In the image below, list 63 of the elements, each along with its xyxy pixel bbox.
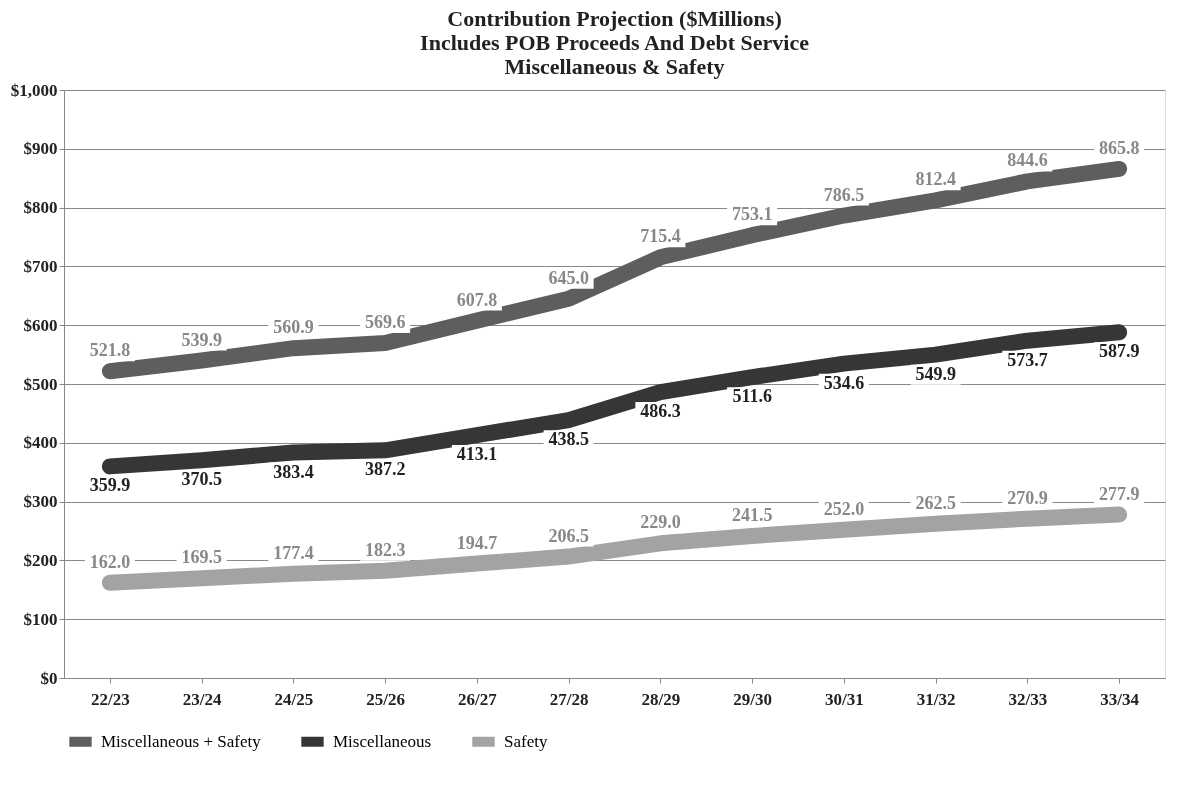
data-label: 177.4	[273, 542, 314, 563]
data-label: 162.0	[89, 551, 131, 572]
y-tick-label: $1,000	[10, 80, 58, 100]
x-tick-label: 33/34	[1100, 689, 1140, 709]
data-label: 252.0	[823, 498, 865, 519]
chart-title: Contribution Projection ($Millions) Includes POB Proceeds And Debt Service Miscellaneous & Safety	[420, 6, 810, 79]
data-label: 277.9	[1098, 483, 1140, 504]
data-label: 573.7	[1007, 349, 1048, 370]
x-tick-label: 22/23	[91, 689, 130, 709]
data-label: 241.5	[731, 505, 773, 525]
x-tick-label: 28/29	[641, 689, 681, 709]
data-label: 753.1	[731, 204, 773, 225]
data-label: 569.6	[364, 312, 406, 333]
data-label: 715.4	[640, 226, 681, 247]
data-label: 549.9	[915, 363, 956, 384]
y-tick-label: $200	[23, 550, 58, 570]
y-tick-label: $600	[23, 315, 58, 335]
legend-label: Miscellaneous + Safety	[101, 731, 262, 751]
x-tick-label: 30/31	[825, 689, 864, 709]
y-tick-label: $500	[23, 374, 58, 394]
y-tick-label: $700	[23, 256, 58, 276]
data-label: 812.4	[915, 169, 956, 190]
data-label: 206.5	[548, 525, 589, 546]
y-tick-label: $900	[23, 139, 58, 159]
x-tick-label: 27/28	[549, 689, 589, 709]
y-tick-label: $300	[23, 492, 58, 512]
data-label: 229.0	[640, 512, 681, 533]
data-label: 270.9	[1007, 487, 1048, 508]
x-tick-label: 23/24	[182, 689, 222, 709]
data-label: 182.3	[364, 539, 406, 560]
data-label: 521.8	[89, 340, 131, 361]
y-tick-label: $400	[23, 433, 58, 453]
data-label: 511.6	[732, 386, 772, 407]
x-tick-label: 25/26	[366, 689, 405, 709]
x-tick-label: 29/30	[733, 689, 772, 709]
data-label: 539.9	[181, 329, 222, 350]
data-label: 645.0	[548, 267, 589, 288]
data-label: 169.5	[181, 547, 222, 568]
x-tick-label: 26/27	[458, 689, 498, 709]
data-label: 387.2	[364, 459, 406, 480]
data-label: 607.8	[456, 289, 498, 310]
x-tick-label: 24/25	[274, 689, 314, 709]
data-label: 560.9	[273, 317, 314, 338]
legend-label: Miscellaneous	[333, 731, 432, 751]
data-label: 194.7	[456, 532, 498, 553]
y-tick-label: $0	[40, 668, 58, 688]
data-label: 534.6	[823, 372, 865, 393]
y-tick-label: $800	[23, 198, 58, 218]
data-label: 844.6	[1007, 150, 1048, 171]
data-label: 383.4	[273, 461, 314, 482]
data-label: 486.3	[640, 401, 681, 422]
x-tick-label: 31/32	[916, 689, 956, 709]
data-label: 786.5	[823, 184, 865, 205]
data-label: 587.9	[1098, 341, 1140, 362]
x-tick-label: 32/33	[1008, 689, 1048, 709]
data-label: 370.5	[181, 469, 222, 490]
data-label: 865.8	[1098, 137, 1140, 158]
legend-label: Safety	[504, 731, 548, 751]
data-label: 438.5	[548, 429, 589, 450]
data-label: 262.5	[915, 492, 956, 513]
data-label: 413.1	[456, 444, 498, 465]
y-tick-label: $100	[23, 609, 58, 629]
data-label: 359.9	[89, 475, 131, 496]
